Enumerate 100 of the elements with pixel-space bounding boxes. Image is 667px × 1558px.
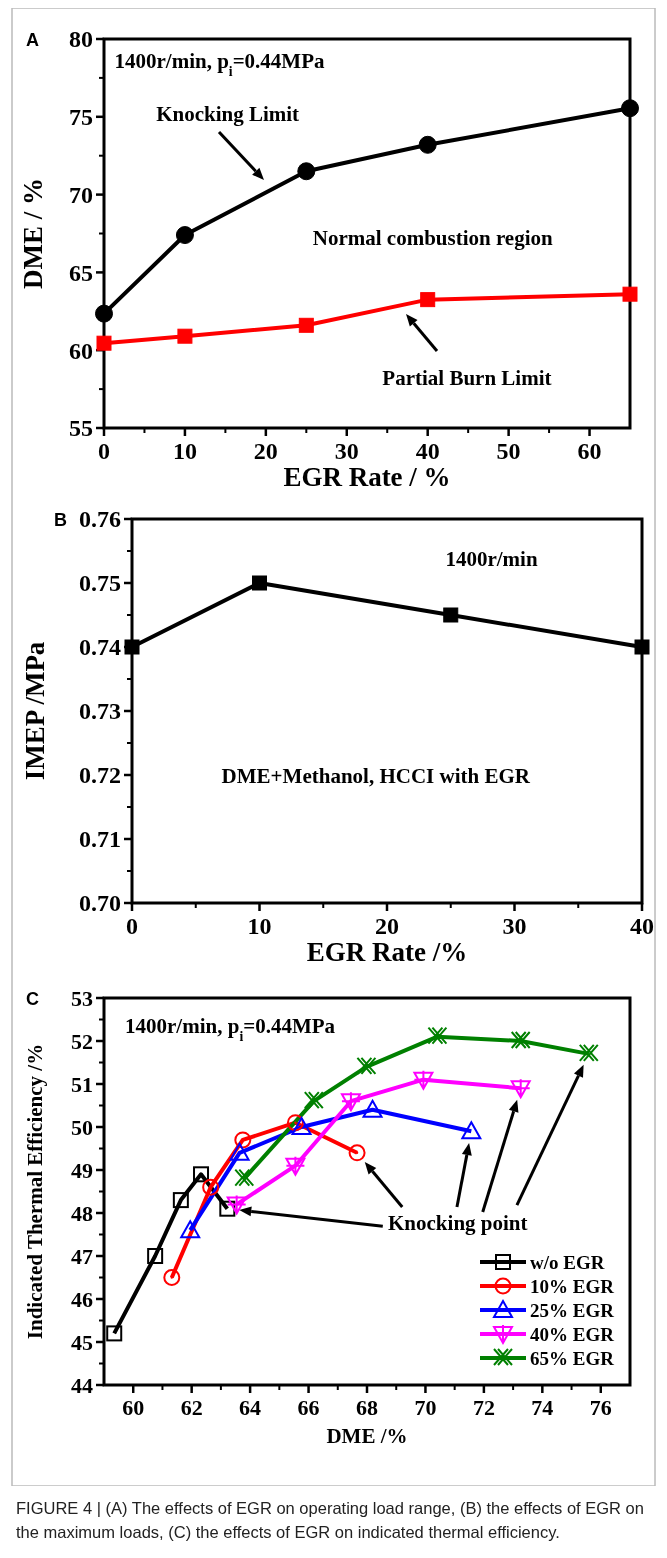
y-tick-label: 46 [71, 1286, 93, 1312]
point [443, 607, 459, 623]
y-tick-label: 65 [69, 259, 93, 286]
point [252, 575, 267, 591]
point [234, 1168, 255, 1187]
x-tick-label: 60 [577, 438, 602, 465]
point [362, 1099, 383, 1118]
annotation: Knocking Limit [156, 101, 300, 126]
x-tick-label: 40 [415, 438, 440, 465]
y-tick-label: 48 [71, 1200, 93, 1226]
x-axis-title: EGR Rate / % [283, 462, 451, 492]
x-tick-label: 62 [180, 1394, 203, 1420]
x-axis-title: DME /% [326, 1424, 408, 1448]
point [291, 1117, 312, 1135]
point [413, 1069, 434, 1090]
y-tick-label: 0.70 [79, 890, 121, 917]
point [175, 226, 194, 245]
point [96, 335, 112, 351]
point [226, 1194, 247, 1215]
x-tick-label: 10 [247, 913, 272, 940]
x-tick-label: 20 [375, 913, 399, 940]
point [356, 1056, 377, 1075]
x-tick-label: 20 [253, 438, 278, 465]
caption: FIGURE 4 | (A) The effects of EGR on operating load range, (B) the effects of EGR on the maximum loads, (C) the effects of EGR on indicated thermal efficiency. [15, 1498, 645, 1543]
legend-label: w/o EGR [530, 1251, 605, 1273]
point [202, 1178, 220, 1196]
y-tick-label: 0.73 [79, 698, 121, 725]
y-tick-label: 53 [71, 985, 93, 1011]
annotation: DME+Methanol, HCCI with EGR [221, 764, 531, 789]
y-tick-label: 0.72 [79, 762, 121, 789]
y-tick-label: 60 [69, 337, 93, 364]
point [297, 162, 316, 181]
point [163, 1269, 181, 1286]
y-axis-title: DME / % [18, 178, 48, 289]
x-tick-label: 76 [589, 1394, 612, 1420]
point [348, 1144, 366, 1162]
y-tick-label: 44 [71, 1372, 93, 1398]
y-tick-label: 0.76 [79, 506, 121, 533]
point [427, 1026, 448, 1045]
x-tick-label: 74 [531, 1394, 554, 1420]
y-tick-label: 52 [71, 1028, 93, 1054]
y-tick-label: 50 [71, 1114, 93, 1140]
chart-title: B [54, 509, 67, 530]
x-tick-label: 50 [496, 438, 521, 465]
point [420, 292, 436, 308]
point [95, 304, 113, 323]
legend-label: 65% EGR [530, 1347, 615, 1369]
point [298, 317, 314, 333]
point [510, 1031, 531, 1049]
point [147, 1248, 164, 1264]
y-tick-label: 45 [71, 1329, 93, 1355]
y-tick-label: 47 [71, 1243, 93, 1269]
annotation: Knocking point [388, 1211, 528, 1236]
y-tick-label: 49 [71, 1157, 93, 1183]
point [622, 286, 638, 302]
point [124, 639, 140, 655]
point [461, 1121, 482, 1140]
point [303, 1091, 324, 1110]
annotation: Partial Burn Limit [382, 366, 552, 391]
point [219, 1200, 236, 1217]
x-tick-label: 60 [122, 1394, 145, 1420]
point [229, 1142, 250, 1161]
x-axis-title: EGR Rate /% [306, 937, 468, 967]
y-tick-label: 51 [71, 1071, 93, 1097]
point [510, 1078, 531, 1099]
x-tick-label: 66 [297, 1394, 320, 1420]
point [177, 328, 193, 344]
chart-title: A [26, 29, 39, 50]
y-axis-title: Indicated Thermal Efficiency /% [23, 1043, 47, 1340]
x-tick-label: 0 [98, 438, 110, 465]
y-tick-label: 0.75 [79, 570, 121, 597]
point [193, 1166, 210, 1183]
point [234, 1131, 252, 1149]
annotation: 1400r/min, p$_{i}$=0.44MPa [114, 49, 326, 79]
chart-title: C [26, 988, 39, 1009]
legend-label: 40% EGR [530, 1323, 615, 1345]
point [418, 135, 437, 154]
x-tick-label: 0 [126, 913, 138, 940]
point [180, 1220, 201, 1239]
point [340, 1091, 361, 1112]
annotation: 1400r/min, p$_{i}$=0.44MPa [125, 1013, 336, 1044]
annotation: Normal combustion region [312, 226, 554, 251]
point [106, 1325, 123, 1342]
x-tick-label: 64 [239, 1394, 262, 1420]
x-tick-label: 68 [356, 1394, 378, 1420]
legend-label: 10% EGR [530, 1275, 615, 1297]
point [621, 99, 639, 118]
annotation: 1400r/min [445, 546, 538, 571]
y-tick-label: 0.71 [79, 826, 121, 853]
y-tick-label: 0.74 [79, 634, 121, 661]
y-axis-title: IMEP /MPa [20, 641, 50, 781]
x-tick-label: 30 [334, 438, 359, 465]
point [578, 1043, 599, 1062]
point [634, 639, 650, 655]
y-tick-label: 75 [69, 104, 93, 131]
legend-label: 25% EGR [530, 1299, 615, 1321]
point [286, 1114, 304, 1132]
x-tick-label: 40 [630, 913, 654, 940]
y-tick-label: 80 [69, 26, 93, 53]
y-tick-label: 55 [69, 415, 93, 442]
